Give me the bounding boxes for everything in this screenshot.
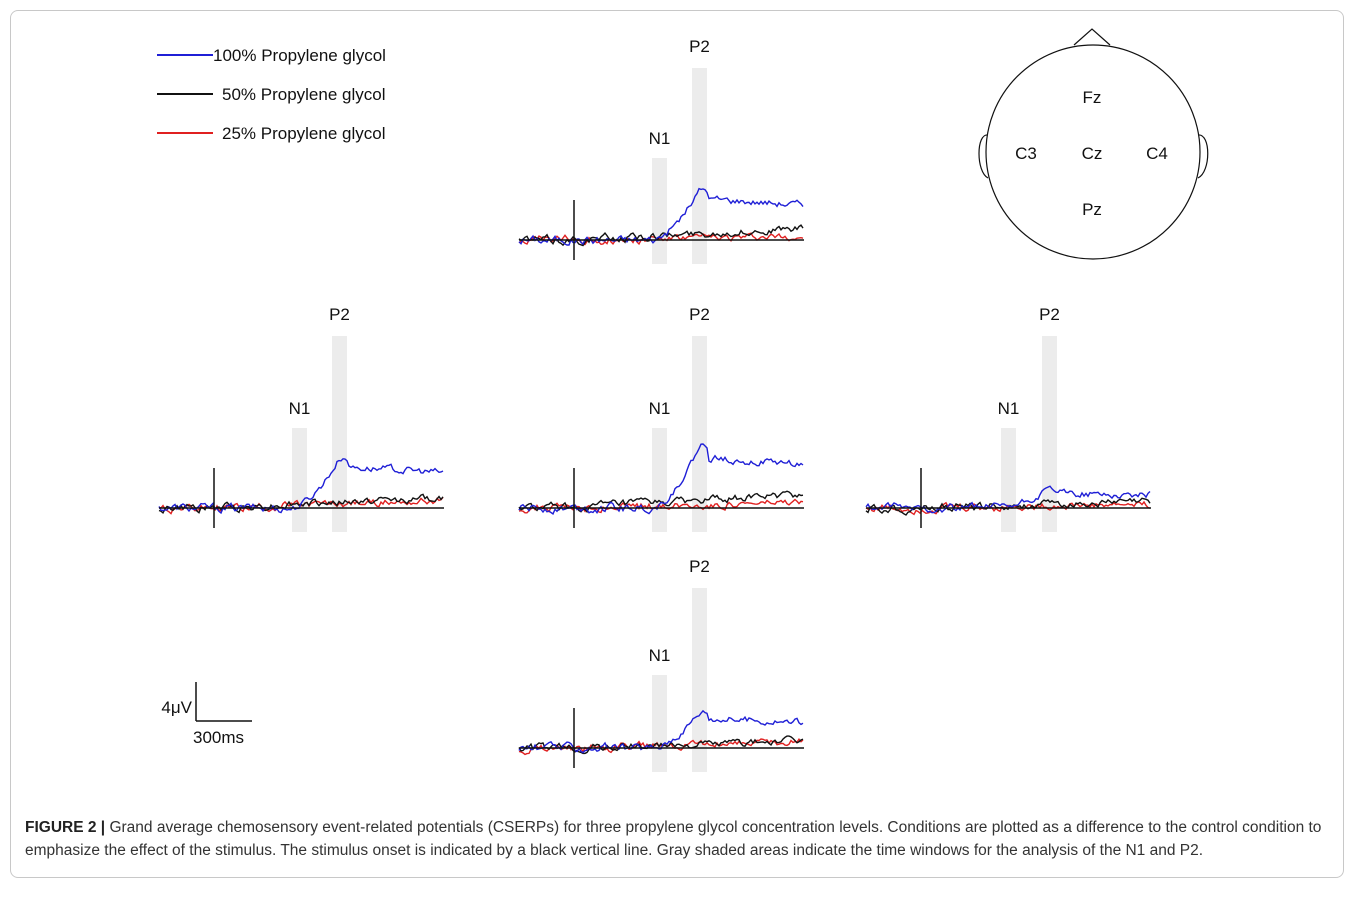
series-line-pz-100 — [518, 709, 804, 754]
n1-window-fz — [652, 158, 667, 264]
figure-svg: 100% Propylene glycol 50% Propylene glyc… — [157, 28, 1209, 772]
scale-bar-time: 300ms — [193, 728, 244, 747]
electrode-fz: Fz — [1083, 88, 1102, 107]
legend-label-25: 25% Propylene glycol — [222, 124, 385, 143]
head-outline — [985, 44, 1201, 260]
p2-window-c3 — [332, 336, 347, 532]
scale-bar-amplitude: 4μV — [161, 698, 192, 717]
legend-label-50: 50% Propylene glycol — [222, 85, 385, 104]
n1-window-c3 — [292, 428, 307, 532]
erp-panel-c4: N1 P2 — [865, 305, 1151, 532]
p2-label-c3: P2 — [329, 305, 350, 324]
series-line-fz-50 — [518, 224, 804, 247]
p2-window-fz — [692, 68, 707, 264]
n1-label-c3: N1 — [289, 399, 311, 418]
erp-panel-cz: N1 P2 — [518, 305, 804, 532]
legend: 100% Propylene glycol 50% Propylene glyc… — [157, 46, 386, 143]
erp-panel-c3: N1 P2 — [158, 305, 444, 532]
head-diagram: Fz C3 Cz C4 Pz — [978, 28, 1209, 260]
series-line-c4-25 — [865, 500, 1151, 516]
erp-panels: N1 P2 N1 P2 N1 P2 N1 P2 N1 P2 — [158, 37, 1151, 772]
p2-label-cz: P2 — [689, 305, 710, 324]
p2-window-c4 — [1042, 336, 1057, 532]
series-line-c3-100 — [158, 458, 444, 515]
head-nose — [1073, 28, 1111, 46]
caption-separator: | — [100, 819, 106, 836]
electrode-c3: C3 — [1015, 144, 1037, 163]
p2-label-pz: P2 — [689, 557, 710, 576]
p2-window-pz — [692, 588, 707, 772]
series-line-fz-100 — [518, 187, 804, 246]
n1-label-fz: N1 — [649, 129, 671, 148]
electrode-pz: Pz — [1082, 200, 1102, 219]
p2-window-cz — [692, 336, 707, 532]
electrode-cz: Cz — [1082, 144, 1103, 163]
n1-window-c4 — [1001, 428, 1016, 532]
electrode-c4: C4 — [1146, 144, 1168, 163]
n1-window-cz — [652, 428, 667, 532]
p2-label-fz: P2 — [689, 37, 710, 56]
n1-label-pz: N1 — [649, 646, 671, 665]
figure-caption: FIGURE 2 | Grand average chemosensory ev… — [25, 816, 1335, 862]
p2-label-c4: P2 — [1039, 305, 1060, 324]
caption-text: Grand average chemosensory event-related… — [25, 819, 1322, 859]
series-line-c4-50 — [865, 497, 1151, 516]
legend-label-100: 100% Propylene glycol — [213, 46, 386, 65]
erp-panel-fz: N1 P2 — [518, 37, 804, 264]
erp-panel-pz: N1 P2 — [518, 557, 804, 772]
n1-label-cz: N1 — [649, 399, 671, 418]
figure-frame — [10, 10, 1344, 878]
scale-bar: 4μV 300ms — [161, 682, 252, 747]
n1-window-pz — [652, 675, 667, 772]
n1-label-c4: N1 — [998, 399, 1020, 418]
caption-label: FIGURE 2 — [25, 819, 97, 836]
